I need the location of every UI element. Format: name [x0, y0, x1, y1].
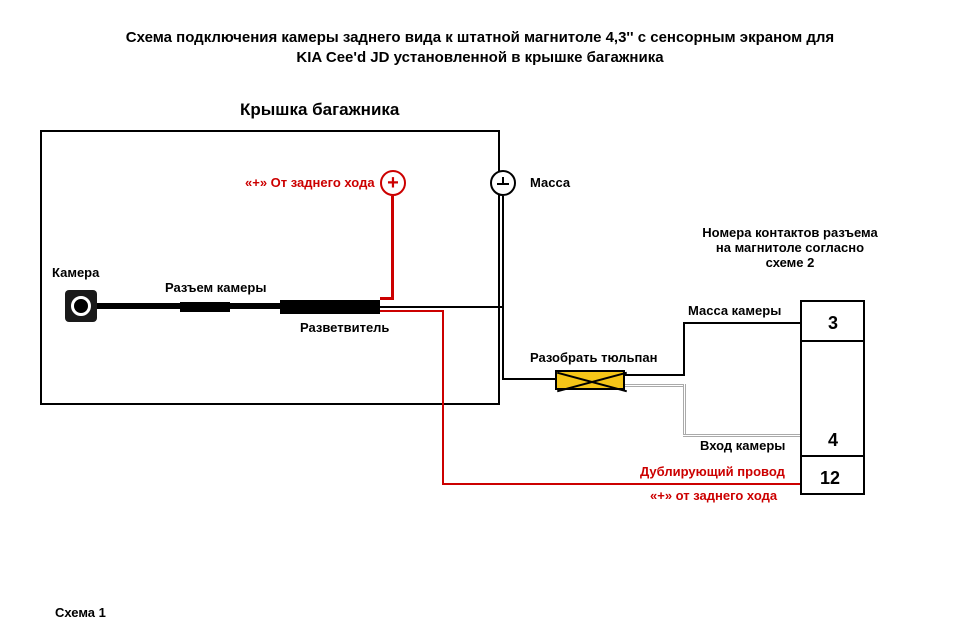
- pin-divider-2: [800, 455, 865, 457]
- pin-3: 3: [828, 313, 838, 334]
- pin-4: 4: [828, 430, 838, 451]
- title-line-2: KIA Cee'd JD установленной в крышке бага…: [296, 49, 663, 66]
- connector-title-2: на магнитоле согласно: [716, 240, 864, 255]
- connector-box-title: Номера контактов разъема на магнитоле со…: [680, 225, 900, 270]
- pin-12: 12: [820, 468, 840, 489]
- ground-label: Масса: [530, 175, 570, 190]
- wire-black-v1: [502, 306, 504, 380]
- wire-cam-to-conn: [97, 303, 180, 309]
- connector-title-3: схеме 2: [766, 255, 815, 270]
- wire-black-to-tulip: [502, 378, 557, 380]
- splitter-label: Разветвитель: [300, 320, 389, 335]
- trunk-box: [40, 130, 500, 405]
- tulip-connector: [555, 370, 625, 390]
- title-line-1: Схема подключения камеры заднего вида к …: [126, 29, 834, 46]
- trunk-lid-heading: Крышка багажника: [240, 100, 399, 120]
- wire-red-v1: [442, 310, 444, 485]
- camera-connector-label: Разъем камеры: [165, 280, 266, 295]
- splitter: [280, 300, 380, 314]
- diagram-title: Схема подключения камеры заднего вида к …: [0, 28, 960, 67]
- camera-input-label: Вход камеры: [700, 438, 785, 453]
- wire-white-tulip-out: [625, 384, 685, 387]
- camera-icon: [65, 290, 97, 322]
- wire-black-splitter-out: [380, 306, 504, 308]
- wire-white-to-pin4: [683, 434, 800, 437]
- wire-red-to-splitter: [380, 297, 394, 300]
- tulip-label: Разобрать тюльпан: [530, 350, 657, 365]
- camera-ground-label: Масса камеры: [688, 303, 781, 318]
- wire-black-tulip-out: [625, 374, 685, 376]
- wire-black-to-pin3: [683, 322, 800, 324]
- duplicate-wire-label: Дублирующий провод: [640, 464, 785, 479]
- wire-red-splitter-out: [380, 310, 444, 312]
- wire-white-down: [683, 384, 686, 436]
- wire-conn-to-splitter: [230, 303, 280, 309]
- scheme-label: Схема 1: [55, 605, 106, 620]
- plus-icon: +: [380, 170, 406, 196]
- reverse-plus-label: «+» От заднего хода: [245, 175, 375, 190]
- camera-label: Камера: [52, 265, 99, 280]
- wire-red-plus-down: [391, 196, 394, 299]
- ground-icon: [490, 170, 516, 196]
- pin-divider-1: [800, 340, 865, 342]
- camera-connector: [180, 302, 230, 312]
- reverse-plus-label-2: «+» от заднего хода: [650, 488, 777, 503]
- wire-ground-down: [502, 196, 504, 308]
- connector-title-1: Номера контактов разъема: [702, 225, 877, 240]
- wire-red-to-pin12: [442, 483, 802, 485]
- wire-black-up: [683, 322, 685, 376]
